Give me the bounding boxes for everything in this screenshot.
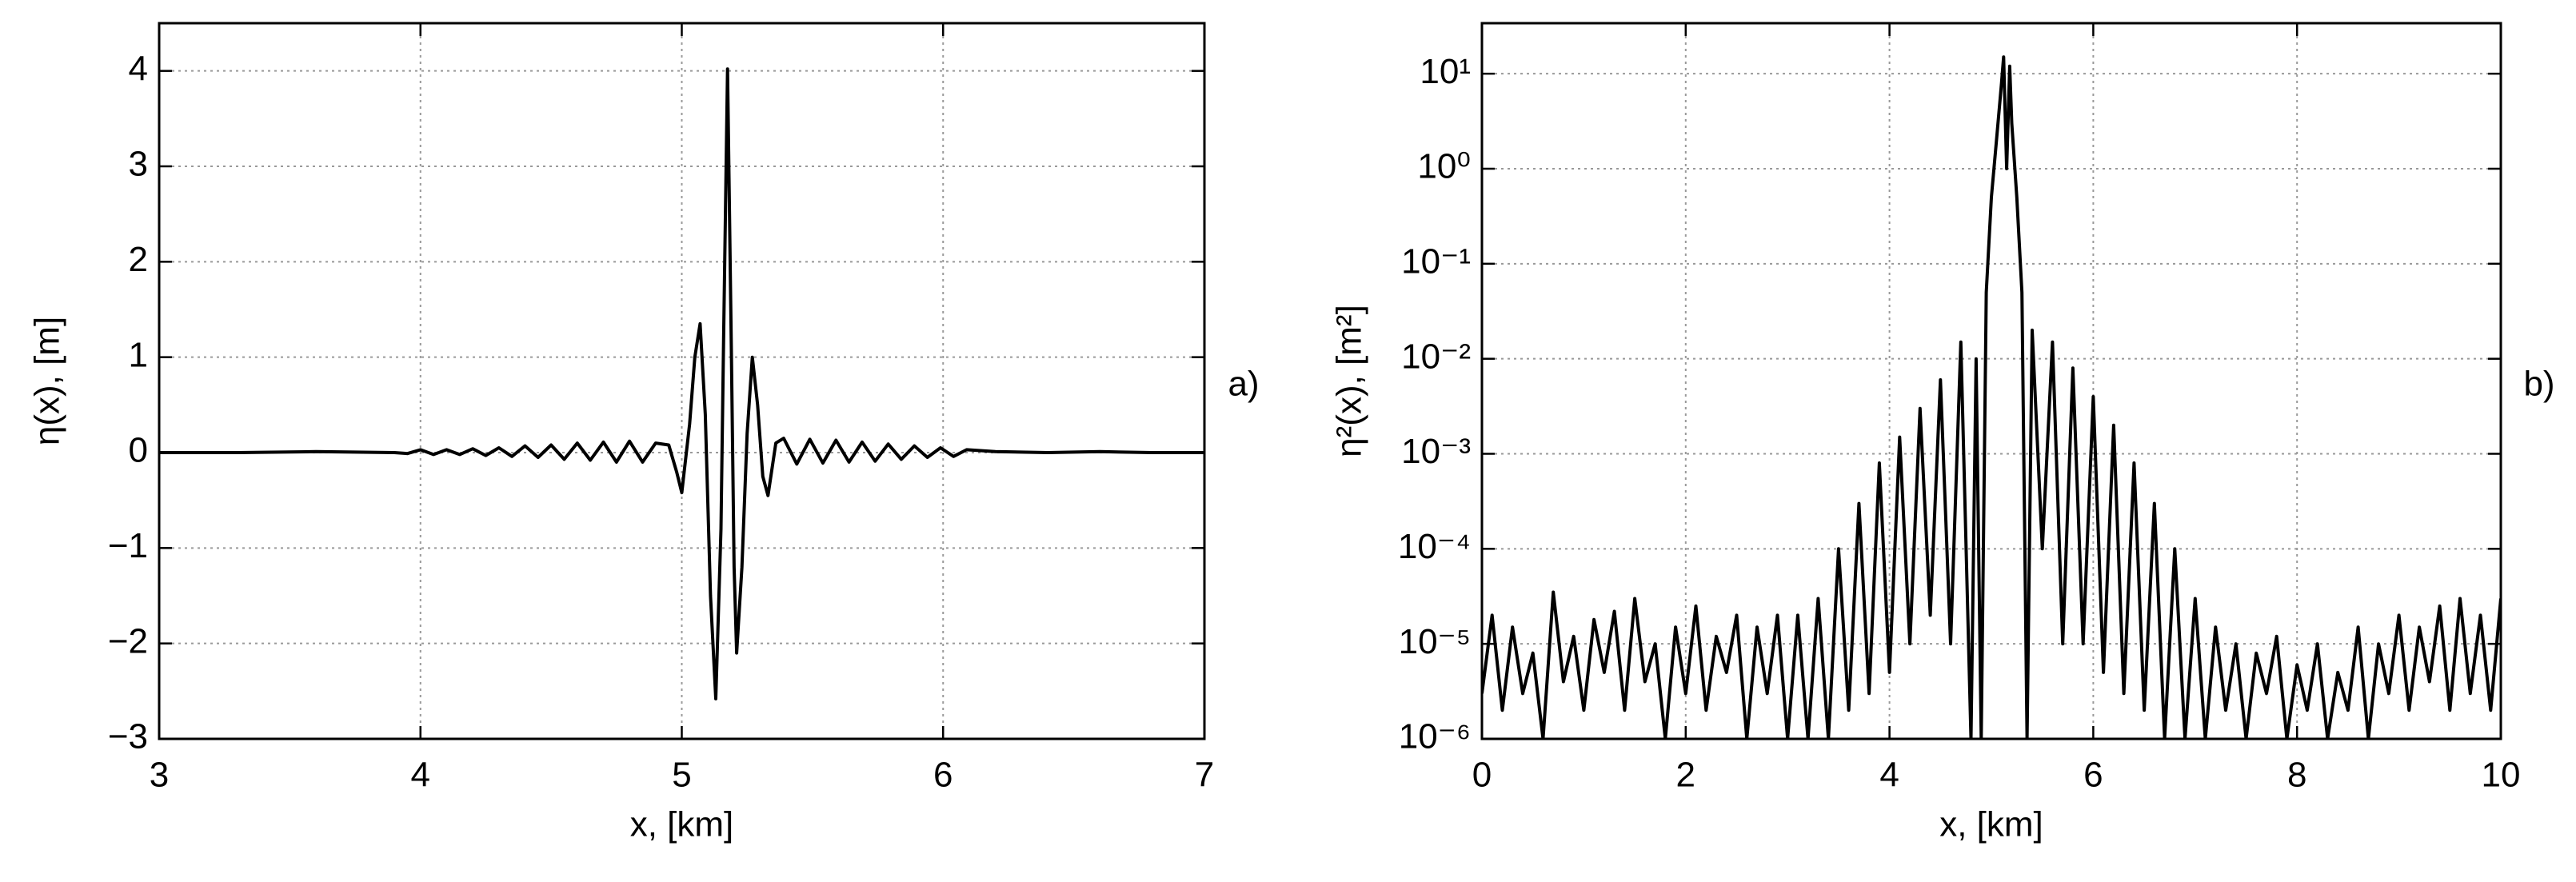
x-tick-label: 0 xyxy=(1472,756,1492,795)
y-tick-label: 3 xyxy=(129,145,148,184)
y-tick-label: 10⁻³ xyxy=(1401,432,1471,471)
y-axis-label: η²(x), [m²] xyxy=(1330,305,1369,457)
y-tick-label: 10⁰ xyxy=(1417,147,1471,186)
x-tick-label: 10 xyxy=(2482,756,2521,795)
y-tick-label: −2 xyxy=(108,621,148,661)
y-tick-label: 1 xyxy=(129,335,148,374)
y-tick-label: 0 xyxy=(129,431,148,470)
data-line xyxy=(159,67,1204,700)
y-tick-label: 10⁻⁵ xyxy=(1399,622,1471,661)
y-tick-label: 2 xyxy=(129,240,148,279)
x-tick-label: 8 xyxy=(2287,756,2306,795)
x-tick-label: 4 xyxy=(411,756,430,795)
y-tick-label: 10⁻¹ xyxy=(1401,241,1471,281)
y-tick-label: 10⁻⁶ xyxy=(1399,717,1471,756)
x-tick-label: 6 xyxy=(933,756,953,795)
x-axis-label: x, [km] xyxy=(630,805,734,844)
panel-label: a) xyxy=(1228,365,1259,404)
x-tick-label: 5 xyxy=(672,756,691,795)
x-tick-label: 4 xyxy=(1879,756,1899,795)
data-line xyxy=(1482,55,2501,739)
y-axis-label: η(x), [m] xyxy=(28,317,67,445)
x-tick-label: 3 xyxy=(150,756,169,795)
y-tick-label: −3 xyxy=(108,717,148,756)
x-tick-label: 7 xyxy=(1195,756,1214,795)
y-tick-label: 10⁻⁴ xyxy=(1398,527,1471,566)
y-tick-label: 10⁻² xyxy=(1401,337,1471,376)
y-tick-label: 4 xyxy=(129,49,148,88)
y-tick-label: −1 xyxy=(108,526,148,565)
plot-frame xyxy=(158,22,1206,740)
x-tick-label: 6 xyxy=(2083,756,2103,795)
x-axis-label: x, [km] xyxy=(1939,805,2043,844)
y-tick-label: 10¹ xyxy=(1420,52,1471,91)
panel-label: b) xyxy=(2523,365,2554,404)
x-tick-label: 2 xyxy=(1676,756,1695,795)
plot-frame xyxy=(1480,22,2502,740)
